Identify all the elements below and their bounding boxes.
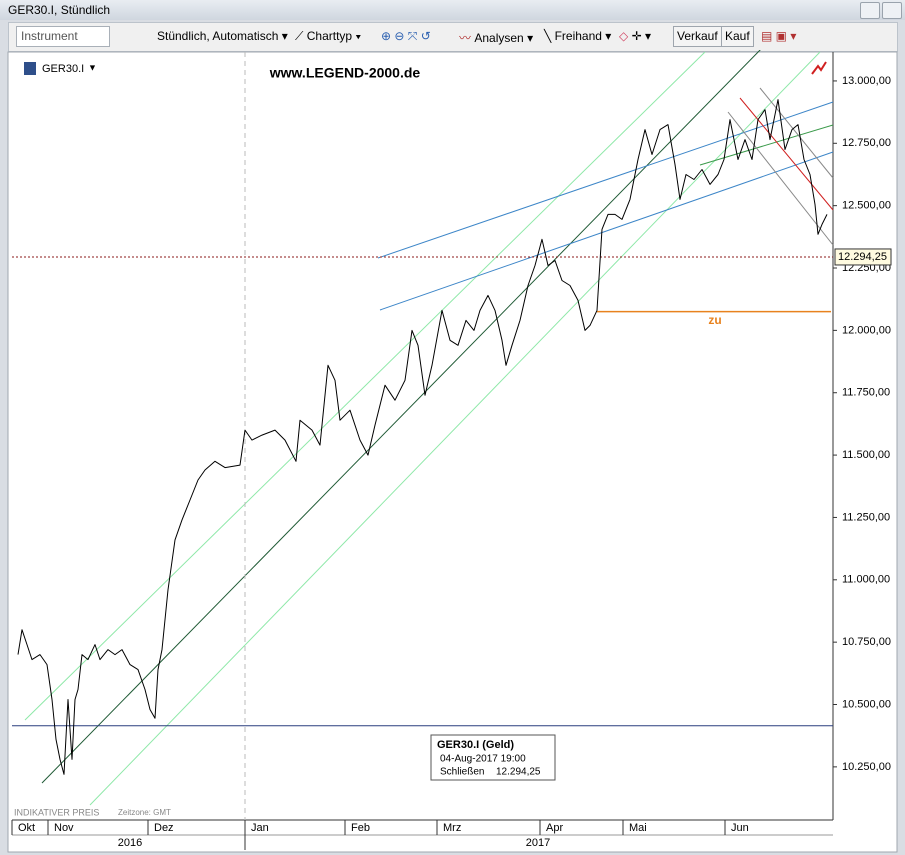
analyses-label: Analysen xyxy=(474,31,524,45)
buy-button[interactable]: Kauf xyxy=(721,26,754,47)
trend-lines xyxy=(24,50,834,806)
chart-type-label: Charttyp xyxy=(306,29,353,43)
x-tick-label: Okt xyxy=(18,822,35,834)
instrument-input[interactable]: Instrument xyxy=(16,26,110,47)
instrument-label[interactable]: GER30.I xyxy=(42,63,84,75)
tooltip-title: GER30.I (Geld) xyxy=(437,739,514,751)
y-tick-label: 13.000,00 xyxy=(842,75,891,87)
annotation-label: zu xyxy=(708,313,721,327)
maximize-button[interactable] xyxy=(882,2,902,19)
y-tick-label: 11.000,00 xyxy=(842,574,890,586)
minimize-button[interactable] xyxy=(860,2,880,19)
year-label: 2016 xyxy=(118,837,142,849)
year-label: 2017 xyxy=(526,837,550,849)
signal-icon xyxy=(811,61,827,75)
x-tick-label: Mai xyxy=(629,822,647,834)
toolbar: Instrument Stündlich, Automatisch ▾ ⟋ Ch… xyxy=(8,22,898,52)
x-tick-label: Feb xyxy=(351,822,370,834)
timeframe-label: Stündlich, Automatisch xyxy=(157,29,279,43)
window-title: GER30.I, Stündlich xyxy=(8,3,111,17)
analyses-menu[interactable]: 〰 Analysen ▾ xyxy=(459,31,534,45)
tooltip: GER30.I (Geld) 04-Aug-2017 19:00 Schließ… xyxy=(430,734,556,781)
tooltip-field: Schließen xyxy=(440,767,484,778)
x-tick-label: Nov xyxy=(54,822,74,834)
chart-type-menu[interactable]: ⟋ Charttyp ▾ xyxy=(295,29,362,43)
y-tick-label: 11.250,00 xyxy=(842,511,890,523)
freehand-menu[interactable]: ╲ Freihand ▾ xyxy=(544,29,612,43)
zoom-buttons[interactable]: ⊕ ⊖ ⤧ ↺ xyxy=(381,29,431,43)
freehand-label: Freihand xyxy=(554,29,602,43)
x-tick-label: Dez xyxy=(154,822,174,834)
price-note: INDIKATIVER PREIS xyxy=(14,807,99,817)
chart-title: www.LEGEND-2000.de xyxy=(269,65,421,81)
instrument-icon xyxy=(24,62,36,75)
x-tick-label: Jun xyxy=(731,822,749,834)
tooltip-value: 12.294,25 xyxy=(496,767,541,778)
sell-button[interactable]: Verkauf xyxy=(673,26,722,47)
title-bar: GER30.I, Stündlich xyxy=(0,0,905,20)
y-tick-label: 12.750,00 xyxy=(842,137,891,149)
instrument-dropdown[interactable]: ▼ xyxy=(88,62,97,72)
tooltip-date: 04-Aug-2017 19:00 xyxy=(440,754,526,765)
chart: GER30.I ▼ www.LEGEND-2000.de INDIKATIVER… xyxy=(7,50,898,853)
timeframe-menu[interactable]: Stündlich, Automatisch ▾ xyxy=(157,29,288,43)
x-tick-label: Apr xyxy=(546,822,563,834)
y-tick-label: 11.750,00 xyxy=(842,387,890,399)
chart-background xyxy=(7,51,898,853)
y-tick-label: 10.750,00 xyxy=(842,636,891,648)
price-line xyxy=(17,99,828,775)
y-tick-label: 11.500,00 xyxy=(842,449,890,461)
tools[interactable]: ◇ ✛ ▾ xyxy=(619,29,651,43)
x-tick-label: Mrz xyxy=(443,822,461,834)
y-tick-label: 12.500,00 xyxy=(842,200,891,212)
chart-tools[interactable]: ▤ ▣ ▾ xyxy=(761,29,797,43)
y-tick-label: 12.000,00 xyxy=(842,324,891,336)
y-tick-label: 10.500,00 xyxy=(842,698,891,710)
timezone-note: Zeitzone: GMT xyxy=(118,808,171,817)
x-tick-label: Jan xyxy=(251,822,269,834)
last-price-label: 12.294,25 xyxy=(838,251,887,263)
last-price-box xyxy=(834,248,892,266)
y-tick-label: 10.250,00 xyxy=(842,761,891,773)
